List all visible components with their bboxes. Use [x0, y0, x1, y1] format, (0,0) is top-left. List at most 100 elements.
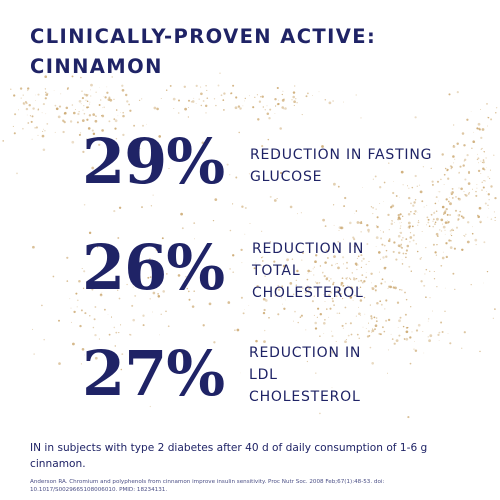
cinnamon-speckle [328, 294, 331, 297]
cinnamon-speckle [457, 219, 459, 221]
cinnamon-speckle [447, 333, 449, 334]
cinnamon-speckle [73, 111, 76, 115]
cinnamon-speckle [332, 100, 334, 102]
cinnamon-speckle [481, 189, 483, 191]
cinnamon-speckle [103, 106, 105, 109]
cinnamon-speckle [80, 363, 82, 365]
cinnamon-speckle [194, 238, 196, 240]
cinnamon-speckle [91, 129, 94, 132]
cinnamon-speckle [483, 282, 484, 284]
cinnamon-speckle [94, 356, 98, 360]
cinnamon-speckle [277, 313, 280, 316]
cinnamon-speckle [340, 226, 344, 230]
cinnamon-speckle [74, 108, 77, 111]
cinnamon-speckle [322, 321, 326, 325]
stat-description-line: REDUCTION IN FASTING [250, 147, 433, 163]
cinnamon-speckle [95, 115, 97, 117]
cinnamon-speckle [284, 107, 287, 110]
cinnamon-speckle [444, 221, 448, 224]
cinnamon-speckle [370, 272, 373, 275]
cinnamon-speckle [202, 100, 205, 102]
cinnamon-speckle [188, 298, 191, 301]
cinnamon-speckle [76, 299, 79, 302]
cinnamon-speckle [27, 87, 30, 90]
cinnamon-speckle [96, 246, 99, 248]
cinnamon-speckle [86, 138, 88, 140]
cinnamon-speckle [128, 103, 130, 106]
cinnamon-speckle [365, 328, 367, 330]
cinnamon-speckle [453, 247, 456, 250]
cinnamon-speckle [58, 105, 62, 108]
cinnamon-speckle [411, 225, 414, 228]
cinnamon-speckle [120, 368, 123, 371]
cinnamon-speckle [262, 297, 266, 301]
cinnamon-speckle [331, 297, 334, 300]
cinnamon-speckle [406, 244, 410, 248]
cinnamon-speckle [471, 147, 473, 149]
cinnamon-speckle [19, 87, 23, 90]
cinnamon-speckle [86, 118, 89, 121]
cinnamon-speckle [370, 317, 373, 320]
cinnamon-speckle [42, 130, 44, 132]
cinnamon-speckle [304, 291, 307, 294]
cinnamon-speckle [230, 92, 232, 95]
cinnamon-speckle [204, 104, 208, 108]
cinnamon-speckle [427, 218, 430, 221]
cinnamon-speckle [44, 97, 47, 100]
cinnamon-speckle [154, 273, 157, 276]
cinnamon-speckle [360, 221, 363, 223]
cinnamon-speckle [72, 342, 75, 346]
cinnamon-speckle [215, 104, 217, 107]
cinnamon-speckle [495, 112, 497, 114]
cinnamon-speckle [354, 294, 356, 297]
cinnamon-speckle [274, 98, 277, 101]
cinnamon-speckle [452, 229, 455, 231]
cinnamon-speckle [477, 122, 481, 126]
cinnamon-speckle [494, 196, 497, 200]
cinnamon-speckle [273, 199, 277, 202]
cinnamon-speckle [445, 207, 448, 211]
cinnamon-speckle [474, 238, 478, 242]
cinnamon-speckle [384, 282, 386, 283]
cinnamon-speckle [453, 124, 455, 126]
cinnamon-speckle [421, 230, 423, 233]
cinnamon-speckle [459, 165, 462, 168]
cinnamon-speckle [58, 362, 61, 365]
cinnamon-speckle [16, 172, 18, 175]
cinnamon-speckle [92, 326, 95, 329]
cinnamon-speckle [370, 206, 373, 208]
cinnamon-speckle [379, 300, 382, 303]
cinnamon-speckle [331, 387, 333, 389]
cinnamon-speckle [447, 220, 449, 222]
cinnamon-speckle [130, 334, 132, 336]
cinnamon-speckle [301, 114, 303, 116]
cinnamon-speckle [138, 99, 141, 102]
cinnamon-speckle [198, 98, 200, 100]
cinnamon-speckle [487, 204, 489, 206]
cinnamon-speckle [132, 286, 134, 288]
cinnamon-speckle [400, 243, 403, 246]
cinnamon-speckle [433, 211, 436, 214]
cinnamon-speckle [478, 206, 482, 210]
cinnamon-speckle [440, 264, 443, 267]
cinnamon-speckle [384, 281, 386, 283]
cinnamon-speckle [450, 232, 452, 234]
cinnamon-speckle [31, 115, 34, 118]
cinnamon-speckle [254, 96, 256, 98]
cinnamon-speckle [293, 104, 295, 107]
cinnamon-speckle [377, 225, 379, 228]
cinnamon-speckle [372, 178, 374, 180]
cinnamon-speckle [443, 173, 446, 176]
cinnamon-speckle [477, 214, 479, 217]
cinnamon-speckle [193, 97, 195, 99]
cinnamon-speckle [388, 229, 390, 231]
cinnamon-speckle [379, 203, 381, 204]
cinnamon-speckle [278, 99, 279, 101]
cinnamon-speckle [476, 158, 479, 161]
cinnamon-speckle [422, 331, 424, 332]
cinnamon-speckle [391, 338, 394, 340]
cinnamon-speckle [316, 288, 317, 289]
cinnamon-speckle [258, 100, 262, 103]
cinnamon-speckle [353, 276, 355, 279]
